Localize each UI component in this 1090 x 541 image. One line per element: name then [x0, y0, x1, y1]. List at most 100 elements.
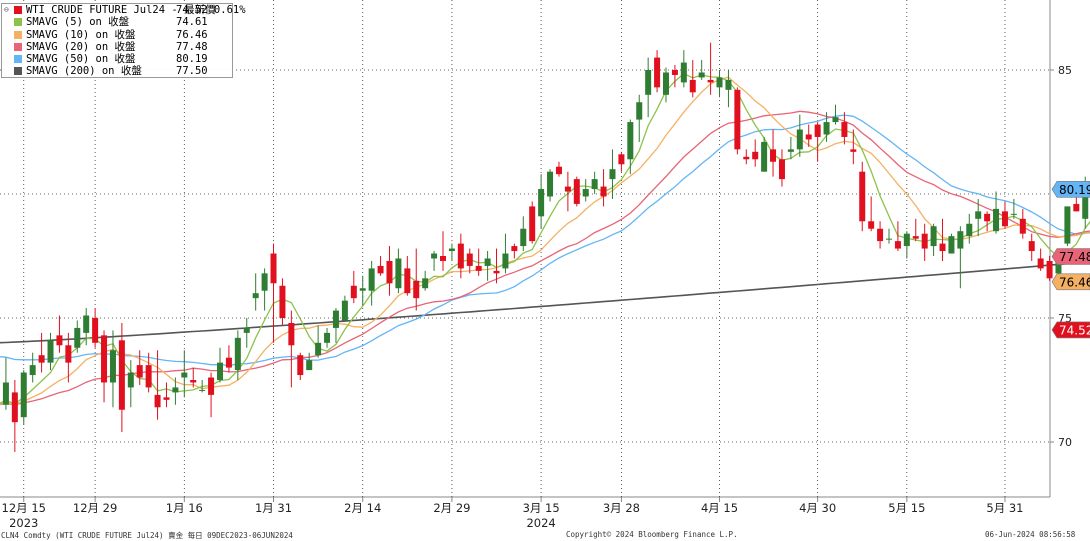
- candle[interactable]: [886, 228, 892, 244]
- candle[interactable]: [912, 218, 919, 242]
- candle[interactable]: [270, 243, 277, 343]
- candle[interactable]: [172, 377, 179, 405]
- candle[interactable]: [618, 151, 625, 172]
- candle[interactable]: [564, 171, 571, 212]
- candle[interactable]: [645, 57, 652, 118]
- candle[interactable]: [208, 372, 215, 418]
- candle[interactable]: [279, 278, 286, 326]
- candle[interactable]: [716, 70, 723, 98]
- candle[interactable]: [350, 270, 357, 304]
- candle[interactable]: [805, 124, 812, 147]
- candle[interactable]: [877, 221, 884, 249]
- candle[interactable]: [225, 345, 232, 373]
- candle[interactable]: [395, 248, 402, 294]
- candle[interactable]: [56, 315, 63, 353]
- candle[interactable]: [493, 248, 500, 284]
- candle[interactable]: [92, 308, 99, 348]
- candle[interactable]: [966, 213, 973, 244]
- candle[interactable]: [127, 360, 134, 408]
- candle[interactable]: [38, 332, 45, 373]
- candle[interactable]: [761, 136, 768, 172]
- candle[interactable]: [1001, 201, 1008, 229]
- candle[interactable]: [654, 50, 661, 93]
- candle[interactable]: [1010, 198, 1017, 219]
- candle[interactable]: [324, 327, 331, 348]
- candle[interactable]: [306, 352, 313, 371]
- candle[interactable]: [386, 246, 393, 296]
- candle[interactable]: [591, 171, 598, 194]
- candle[interactable]: [707, 42, 714, 95]
- candle[interactable]: [529, 201, 536, 244]
- candle[interactable]: [368, 260, 375, 306]
- candle[interactable]: [65, 332, 72, 383]
- candle[interactable]: [770, 129, 777, 177]
- candle[interactable]: [511, 243, 518, 259]
- candle[interactable]: [457, 233, 464, 279]
- candle[interactable]: [787, 136, 794, 160]
- legend-item[interactable]: SMAVG (200) on 收盤 77.50: [2, 65, 232, 77]
- candle[interactable]: [903, 231, 910, 259]
- candle[interactable]: [689, 60, 696, 98]
- candle[interactable]: [636, 94, 643, 142]
- candle[interactable]: [413, 248, 420, 311]
- candle[interactable]: [547, 169, 554, 202]
- chart-legend[interactable]: ⊖ WTI CRUDE FUTURE Jul24 - 最新價 74.52 0.61…: [1, 3, 246, 78]
- candle[interactable]: [466, 248, 473, 274]
- candle[interactable]: [663, 67, 669, 103]
- candle[interactable]: [538, 174, 545, 229]
- candle[interactable]: [609, 149, 616, 199]
- candle[interactable]: [484, 251, 491, 281]
- candle[interactable]: [582, 179, 589, 202]
- candle[interactable]: [993, 191, 1000, 234]
- candle[interactable]: [145, 352, 152, 393]
- candle[interactable]: [431, 251, 438, 271]
- candle[interactable]: [440, 231, 446, 271]
- candle[interactable]: [823, 112, 830, 142]
- candle[interactable]: [502, 233, 509, 274]
- candle[interactable]: [136, 350, 143, 385]
- legend-item[interactable]: SMAVG (50) on 收盤 80.19: [2, 53, 232, 65]
- candle[interactable]: [359, 275, 366, 306]
- legend-item[interactable]: SMAVG (20) on 收盤 77.48: [2, 41, 232, 53]
- candle[interactable]: [234, 330, 241, 380]
- candle[interactable]: [832, 104, 839, 125]
- candle[interactable]: [671, 65, 678, 88]
- candle[interactable]: [1028, 233, 1035, 261]
- candle[interactable]: [47, 332, 54, 371]
- candle[interactable]: [1019, 208, 1026, 239]
- candle[interactable]: [814, 122, 821, 162]
- candle[interactable]: [1046, 256, 1053, 281]
- candle[interactable]: [778, 149, 785, 187]
- candle[interactable]: [11, 380, 18, 452]
- legend-item[interactable]: WTI CRUDE FUTURE Jul24 - 最新價 74.52 0.61%: [2, 4, 246, 16]
- candle[interactable]: [332, 308, 339, 343]
- candle[interactable]: [752, 139, 759, 167]
- legend-item[interactable]: SMAVG (10) on 收盤 76.46: [2, 29, 232, 41]
- candle[interactable]: [154, 350, 161, 420]
- candle[interactable]: [199, 380, 206, 393]
- candle[interactable]: [680, 50, 687, 88]
- candle[interactable]: [243, 318, 250, 348]
- candle[interactable]: [252, 273, 259, 311]
- candle[interactable]: [109, 330, 116, 408]
- candle[interactable]: [190, 367, 197, 388]
- candle[interactable]: [74, 320, 81, 353]
- candle[interactable]: [725, 70, 732, 108]
- candle[interactable]: [377, 256, 384, 276]
- candle[interactable]: [2, 357, 9, 410]
- candle[interactable]: [1064, 206, 1071, 247]
- candle[interactable]: [297, 352, 304, 380]
- candle[interactable]: [475, 248, 482, 276]
- candle[interactable]: [859, 161, 866, 232]
- candle[interactable]: [1037, 248, 1044, 271]
- candle[interactable]: [796, 114, 803, 157]
- candle[interactable]: [850, 129, 857, 165]
- candle[interactable]: [984, 211, 991, 232]
- candle[interactable]: [939, 218, 946, 261]
- candle[interactable]: [448, 243, 455, 261]
- candle[interactable]: [20, 370, 27, 425]
- candle[interactable]: [101, 330, 108, 403]
- candle[interactable]: [600, 169, 607, 207]
- candle[interactable]: [948, 233, 955, 254]
